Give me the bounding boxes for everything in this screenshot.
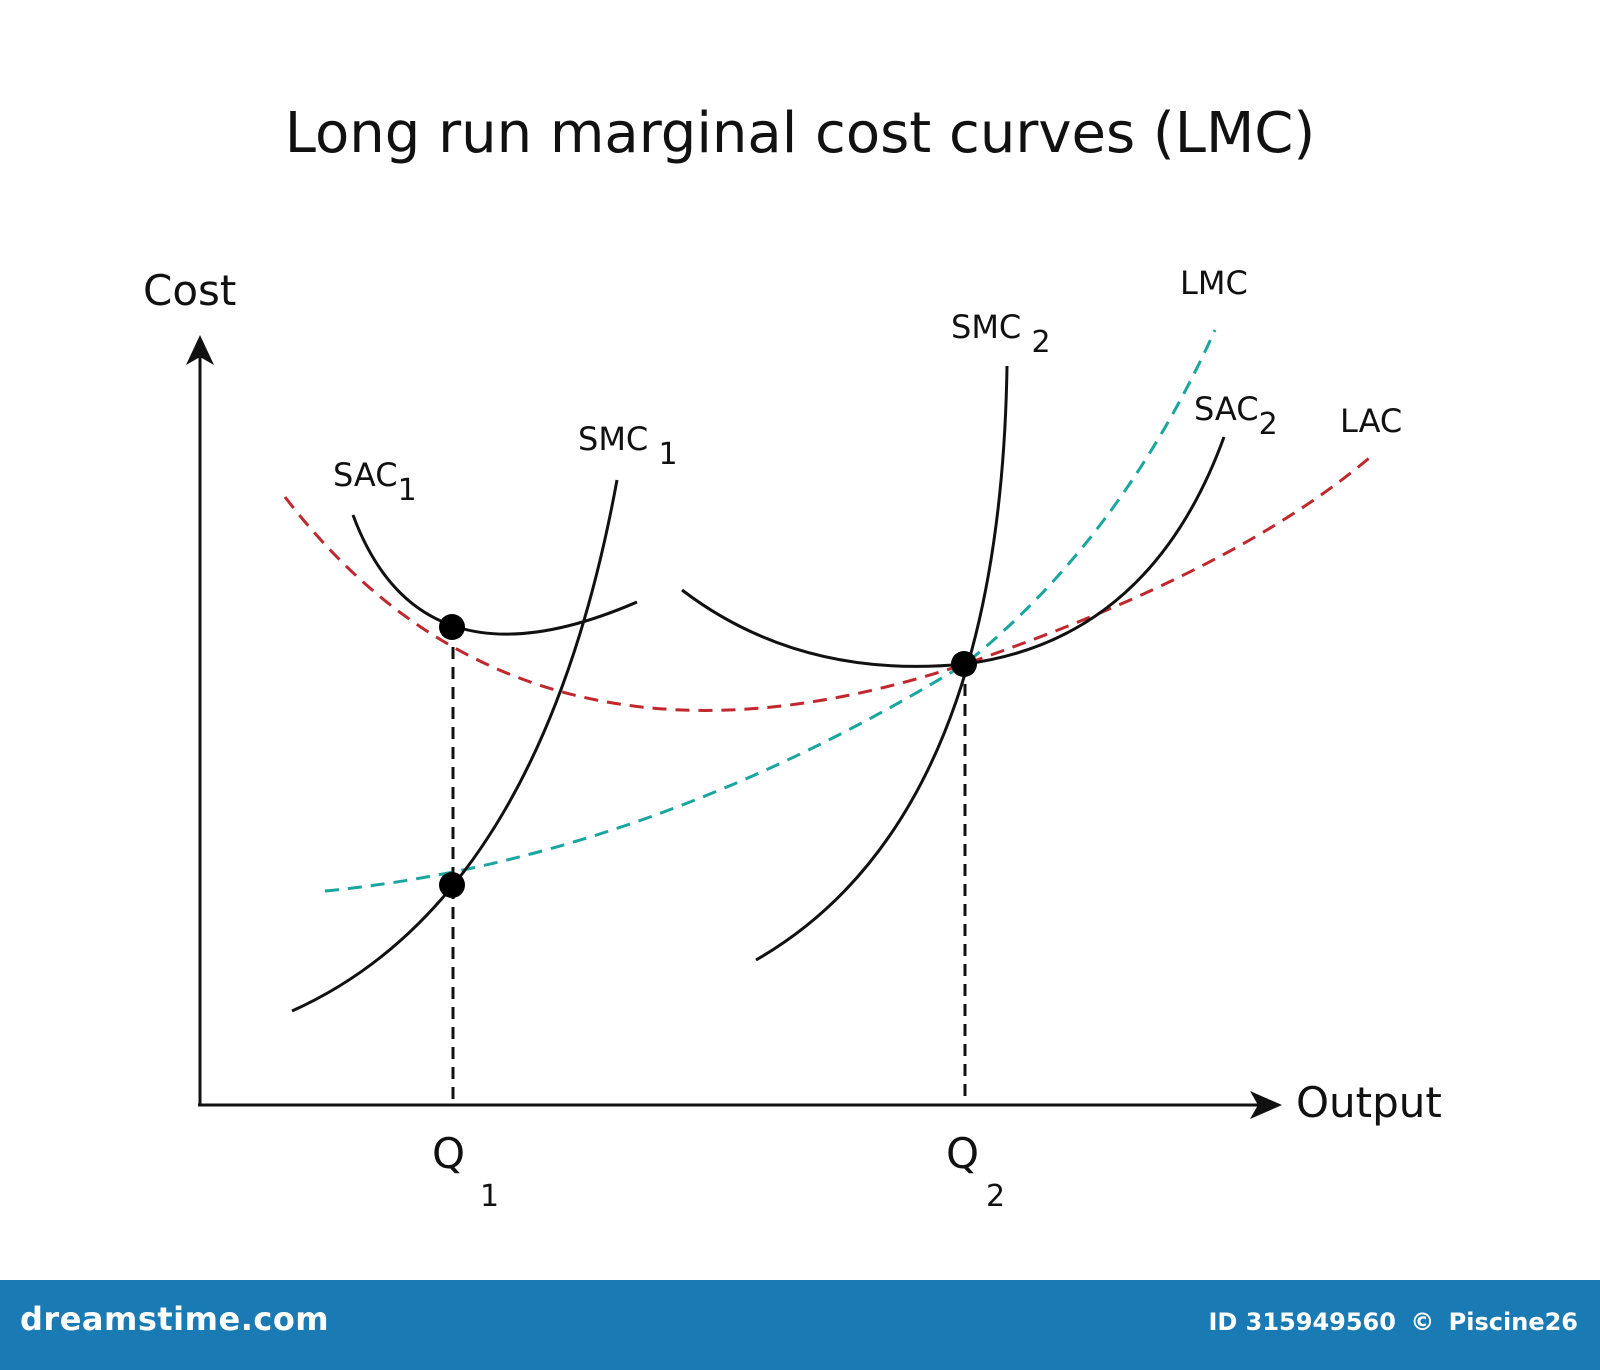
sac2-curve [681,436,1226,668]
lmc-curve [324,329,1217,893]
sac1-curve [351,514,638,636]
watermark-footer: dreamstime.com ID 315949560 © Piscine26 [0,1280,1600,1370]
diagram-title: Long run marginal cost curves (LMC) [285,101,1315,166]
footer-brand: dreamstime.com [20,1300,330,1338]
q2-tick-label: Q2 [946,1129,1005,1214]
footer-credit: ID 315949560 © Piscine26 [1202,1308,1578,1336]
sac1-lac-tangent-point [439,614,465,640]
q1-tick-label: Q1 [432,1129,499,1214]
diagram-canvas: Long run marginal cost curves (LMC) Cost… [143,101,1442,1214]
copyright-icon: © [1410,1308,1435,1336]
sac1-label: SAC1 [333,456,417,508]
x-axis-label: Output [1296,1078,1442,1127]
lac-curve [283,451,1376,712]
footer-author: Piscine26 [1448,1308,1578,1336]
y-axis-arrow [186,335,214,365]
smc1-lmc-intersection-point [439,872,465,898]
y-axis-label: Cost [143,266,236,315]
smc1-curve [291,479,619,1013]
lac-lmc-intersection-point [951,651,977,677]
sac2-label: SAC2 [1194,390,1278,442]
x-axis-arrow [1250,1091,1282,1119]
lmc-label: LMC [1180,264,1248,302]
smc2-label: SMC 2 [951,308,1051,360]
footer-id: ID 315949560 [1208,1308,1396,1336]
smc1-label: SMC 1 [578,420,678,472]
smc2-curve [755,365,1009,962]
lac-label: LAC [1340,402,1402,440]
